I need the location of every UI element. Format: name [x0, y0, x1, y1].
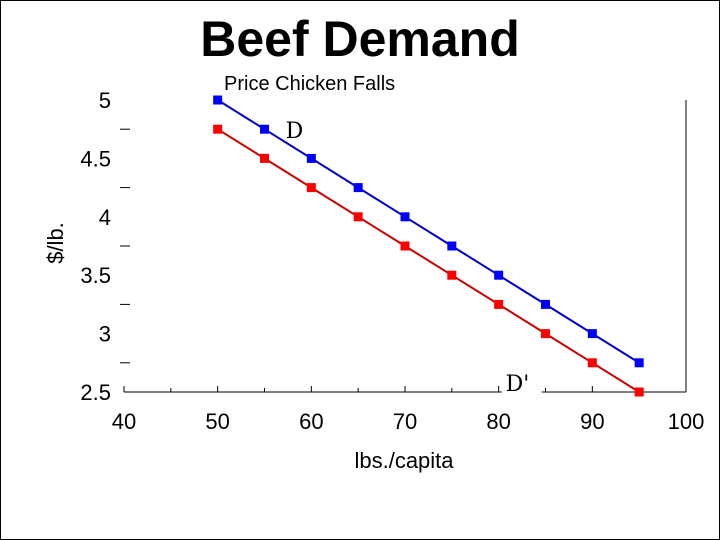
data-point: [213, 124, 223, 134]
y-tick-label: 2.5: [80, 380, 111, 405]
data-point: [306, 153, 316, 163]
data-point: [587, 358, 597, 368]
data-point: [400, 241, 410, 251]
data-point: [587, 329, 597, 339]
data-point: [634, 358, 644, 368]
x-tick-label: 70: [393, 409, 417, 434]
data-point: [260, 153, 269, 163]
data-point: [260, 124, 269, 134]
data-point: [353, 212, 363, 222]
chart-subtitle: Price Chicken Falls: [224, 73, 396, 95]
data-point: [541, 329, 550, 339]
data-point: [634, 387, 644, 397]
series-line-d: [217, 99, 640, 364]
x-axis-label: lbs./capita: [354, 448, 454, 473]
data-point: [447, 241, 457, 251]
y-tick-label: 3: [99, 322, 111, 347]
chart-title: Beef Demand: [200, 11, 520, 67]
x-tick-label: 40: [112, 409, 136, 434]
x-tick-label: 60: [299, 409, 323, 434]
curve-label-d-prime: D': [506, 372, 530, 397]
data-point: [400, 212, 410, 222]
y-tick-label: 3.5: [80, 263, 111, 288]
data-point: [541, 299, 550, 309]
data-point: [353, 183, 363, 193]
data-point: [447, 270, 457, 280]
series-line-d-prime: [217, 128, 640, 393]
data-point: [494, 270, 504, 280]
x-tick-label: 100: [668, 409, 705, 434]
y-axis-label: $/lb.: [43, 222, 68, 264]
curve-label-background: [501, 371, 542, 414]
data-point: [494, 299, 504, 309]
curve-label-d: D: [286, 119, 304, 144]
x-tick-label: 50: [205, 409, 229, 434]
x-tick-label: 90: [580, 409, 604, 434]
data-point: [213, 95, 223, 105]
y-tick-label: 4: [99, 205, 111, 230]
y-tick-label: 5: [99, 88, 111, 113]
y-tick-label: 4.5: [80, 146, 111, 171]
data-point: [306, 183, 316, 193]
